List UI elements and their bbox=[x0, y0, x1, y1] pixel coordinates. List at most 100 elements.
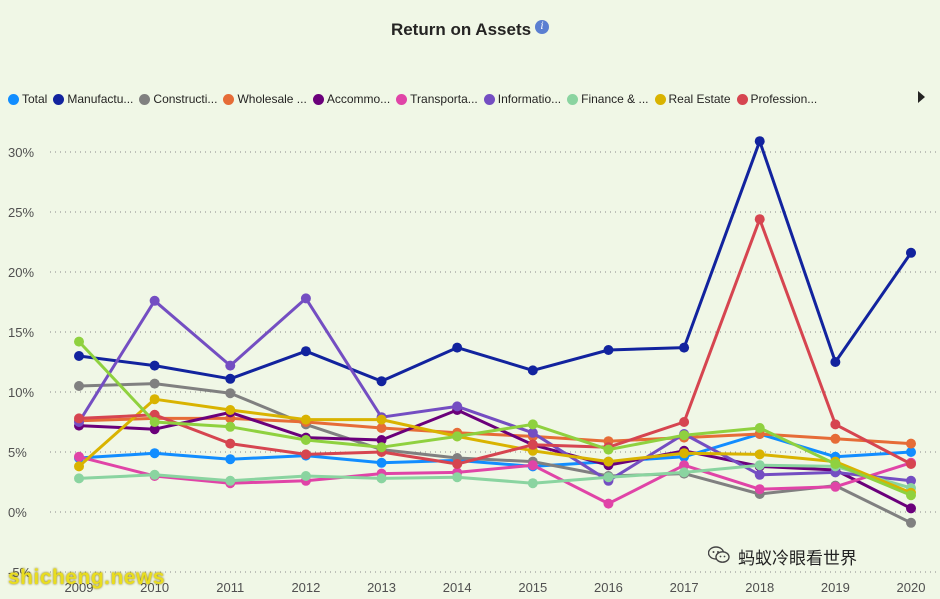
legend-item[interactable]: Transporta... bbox=[396, 92, 484, 106]
data-point[interactable] bbox=[149, 295, 160, 306]
data-point[interactable] bbox=[300, 435, 311, 445]
data-point[interactable] bbox=[149, 448, 160, 459]
data-point[interactable] bbox=[225, 475, 236, 486]
data-point[interactable] bbox=[679, 448, 690, 459]
data-point[interactable] bbox=[754, 449, 765, 460]
data-point[interactable] bbox=[754, 460, 765, 471]
legend-item[interactable]: Wholesale ... bbox=[223, 92, 312, 106]
data-point[interactable] bbox=[300, 293, 311, 304]
data-point[interactable] bbox=[603, 498, 614, 509]
data-point[interactable] bbox=[376, 442, 387, 453]
data-point[interactable] bbox=[452, 472, 463, 483]
data-point[interactable] bbox=[225, 388, 236, 399]
data-point[interactable] bbox=[225, 454, 236, 465]
data-point[interactable] bbox=[754, 484, 765, 495]
data-point[interactable] bbox=[527, 460, 538, 471]
data-point[interactable] bbox=[830, 459, 841, 469]
data-point[interactable] bbox=[603, 444, 614, 455]
data-point[interactable] bbox=[679, 460, 690, 471]
data-point[interactable] bbox=[149, 360, 160, 371]
data-point[interactable] bbox=[679, 467, 690, 478]
data-point[interactable] bbox=[74, 336, 84, 347]
y-tick-label: 5% bbox=[8, 445, 27, 460]
data-point[interactable] bbox=[300, 414, 311, 425]
data-point[interactable] bbox=[149, 378, 160, 389]
data-point[interactable] bbox=[452, 342, 463, 353]
data-point[interactable] bbox=[906, 503, 916, 514]
data-point[interactable] bbox=[527, 478, 538, 489]
data-point[interactable] bbox=[149, 424, 160, 435]
data-point[interactable] bbox=[74, 351, 84, 361]
data-point[interactable] bbox=[906, 447, 916, 457]
legend-item[interactable]: Total bbox=[8, 92, 53, 106]
data-point[interactable] bbox=[452, 401, 463, 412]
data-point[interactable] bbox=[906, 459, 916, 469]
data-point[interactable] bbox=[830, 433, 841, 444]
x-tick-label: 2019 bbox=[821, 580, 850, 595]
data-point[interactable] bbox=[376, 376, 387, 387]
data-point[interactable] bbox=[300, 346, 311, 357]
data-point[interactable] bbox=[527, 439, 538, 450]
data-point[interactable] bbox=[906, 475, 916, 486]
data-point[interactable] bbox=[754, 423, 765, 433]
data-point[interactable] bbox=[679, 417, 690, 427]
data-point[interactable] bbox=[830, 357, 841, 367]
data-point[interactable] bbox=[754, 469, 765, 480]
data-point[interactable] bbox=[452, 459, 463, 469]
chart-title: Return on Assets bbox=[390, 20, 532, 39]
data-point[interactable] bbox=[603, 456, 614, 467]
info-icon[interactable]: i bbox=[535, 20, 550, 34]
data-point[interactable] bbox=[830, 419, 841, 430]
data-point[interactable] bbox=[754, 214, 765, 225]
data-point[interactable] bbox=[906, 438, 916, 449]
data-point[interactable] bbox=[754, 136, 765, 147]
legend-marker bbox=[223, 93, 235, 105]
data-point[interactable] bbox=[225, 405, 236, 415]
data-point[interactable] bbox=[376, 473, 387, 484]
legend-item[interactable]: Accommo... bbox=[312, 92, 396, 106]
chevron-right-icon[interactable] bbox=[918, 91, 925, 103]
data-point[interactable] bbox=[225, 421, 236, 432]
data-point[interactable] bbox=[149, 394, 160, 405]
data-point[interactable] bbox=[149, 417, 160, 427]
legend-item[interactable]: Constructi... bbox=[139, 92, 223, 106]
series-line bbox=[78, 397, 912, 495]
data-point[interactable] bbox=[603, 472, 614, 483]
legend-item[interactable]: Real Estate bbox=[654, 92, 737, 106]
data-point[interactable] bbox=[74, 381, 84, 391]
data-point[interactable] bbox=[376, 423, 387, 433]
legend-item[interactable]: Finance & ... bbox=[567, 92, 654, 106]
data-point[interactable] bbox=[74, 451, 84, 462]
data-point[interactable] bbox=[906, 247, 916, 258]
series-lines bbox=[74, 136, 916, 528]
data-point[interactable] bbox=[300, 449, 311, 460]
data-point[interactable] bbox=[376, 435, 387, 445]
data-point[interactable] bbox=[74, 461, 84, 472]
data-point[interactable] bbox=[376, 414, 387, 425]
data-point[interactable] bbox=[906, 490, 916, 501]
data-point[interactable] bbox=[225, 438, 236, 449]
data-point[interactable] bbox=[225, 360, 236, 371]
data-point[interactable] bbox=[527, 427, 538, 438]
data-point[interactable] bbox=[830, 481, 841, 492]
data-point[interactable] bbox=[906, 517, 916, 528]
data-point[interactable] bbox=[300, 471, 311, 481]
data-point[interactable] bbox=[74, 413, 84, 424]
data-point[interactable] bbox=[225, 373, 236, 384]
data-point[interactable] bbox=[149, 469, 160, 480]
data-point[interactable] bbox=[74, 473, 84, 484]
data-point[interactable] bbox=[376, 457, 387, 468]
legend-item[interactable]: Profession... bbox=[736, 92, 824, 106]
data-point[interactable] bbox=[527, 365, 538, 376]
data-point[interactable] bbox=[603, 345, 614, 355]
legend-item[interactable]: Informatio... bbox=[483, 92, 567, 106]
series bbox=[74, 460, 916, 493]
data-point[interactable] bbox=[679, 342, 690, 353]
data-point[interactable] bbox=[527, 419, 538, 430]
data-point[interactable] bbox=[452, 431, 463, 442]
legend-item[interactable]: Manufactu... bbox=[53, 92, 139, 106]
data-point[interactable] bbox=[679, 430, 690, 441]
y-tick-label: 10% bbox=[8, 385, 34, 400]
wechat-icon bbox=[708, 546, 730, 563]
legend-label: Accommo... bbox=[326, 92, 391, 106]
